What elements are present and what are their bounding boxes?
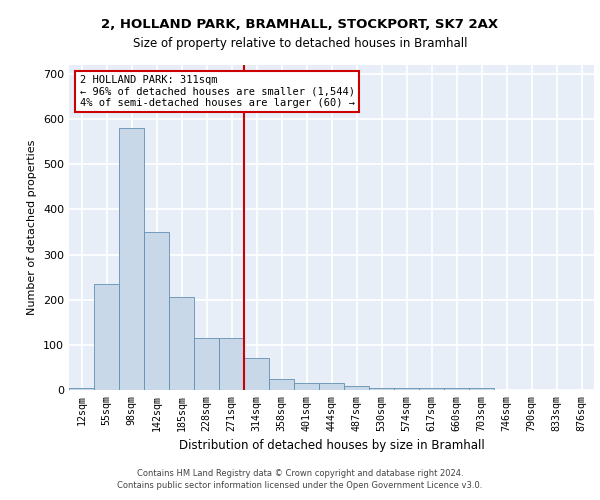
Bar [444,388,469,390]
Bar [244,358,269,390]
Bar [69,388,94,390]
Bar [394,388,419,390]
Bar [219,338,244,390]
Text: Contains HM Land Registry data © Crown copyright and database right 2024.
Contai: Contains HM Land Registry data © Crown c… [118,468,482,490]
Bar [144,232,169,390]
Bar [469,388,494,390]
Bar [269,378,294,390]
X-axis label: Distribution of detached houses by size in Bramhall: Distribution of detached houses by size … [179,439,484,452]
Text: 2 HOLLAND PARK: 311sqm
← 96% of detached houses are smaller (1,544)
4% of semi-d: 2 HOLLAND PARK: 311sqm ← 96% of detached… [79,74,355,108]
Y-axis label: Number of detached properties: Number of detached properties [28,140,37,315]
Text: 2, HOLLAND PARK, BRAMHALL, STOCKPORT, SK7 2AX: 2, HOLLAND PARK, BRAMHALL, STOCKPORT, SK… [101,18,499,30]
Bar [369,388,394,390]
Bar [169,298,194,390]
Bar [419,388,444,390]
Bar [194,338,219,390]
Bar [94,284,119,390]
Bar [119,128,144,390]
Bar [344,386,369,390]
Bar [319,383,344,390]
Text: Size of property relative to detached houses in Bramhall: Size of property relative to detached ho… [133,38,467,51]
Bar [294,383,319,390]
